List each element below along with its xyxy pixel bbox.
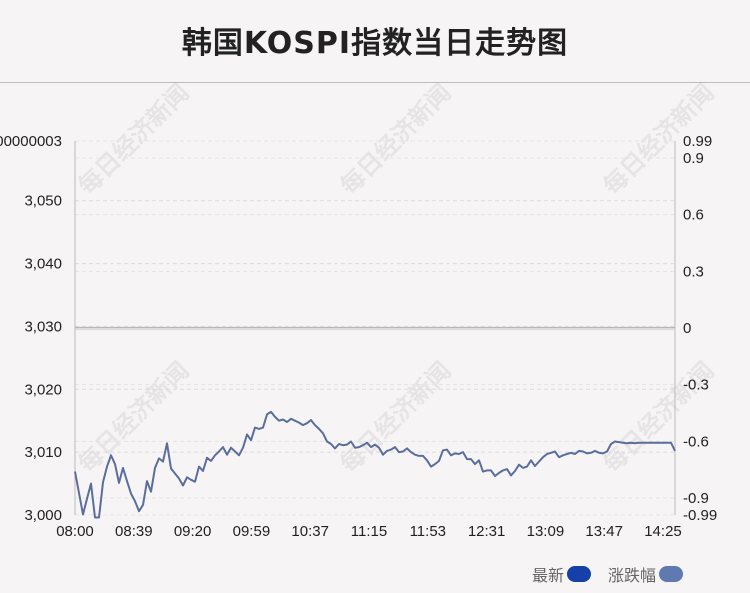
x-tick-label: 14:25 [644, 523, 682, 540]
header: 韩国KOSPI指数当日走势图 [0, 0, 750, 83]
y-right-tick-label: 0.6 [683, 207, 704, 224]
x-tick-label: 09:59 [233, 523, 271, 540]
y-right-tick-label: -0.99 [683, 507, 717, 524]
legend-swatch-latest [567, 566, 592, 582]
y-right-tick-label: 0 [683, 320, 691, 337]
x-tick-label: 08:00 [56, 523, 94, 540]
y-left-tick-label: 3,000 [24, 507, 62, 524]
legend-label-latest: 最新 [532, 566, 565, 585]
y-left-tick-label: 3,040 [24, 256, 62, 273]
y-right-tick-label: -0.3 [683, 377, 709, 394]
x-tick-label: 13:47 [585, 523, 623, 540]
y-right-tick-label: -0.6 [683, 433, 709, 450]
x-tick-label: 09:20 [174, 523, 212, 540]
y-left-tick-label: 3,020 [24, 381, 62, 398]
legend-label-change: 涨跌幅 [608, 566, 657, 585]
y-left-tick-label: 3,050 [24, 193, 62, 210]
legend-swatch-change [659, 566, 684, 582]
x-tick-label: 11:15 [351, 523, 387, 540]
y-left-tick-label: 3,010 [24, 444, 62, 461]
x-tick-label: 13:09 [527, 523, 565, 540]
x-tick-label: 10:37 [291, 523, 329, 540]
y-right-tick-label: 0.9 [683, 150, 704, 167]
legend-item-change[interactable]: 涨跌幅 [608, 564, 684, 585]
series-line [74, 410, 676, 519]
x-tick-label: 11:53 [410, 523, 446, 540]
y-right-tick-label: -0.9 [683, 490, 709, 507]
x-tick-label: 12:31 [468, 523, 506, 540]
x-tick-label: 08:39 [115, 523, 153, 540]
y-right-tick-label: 0.3 [683, 263, 704, 280]
chart-title: 韩国KOSPI指数当日走势图 [181, 26, 569, 61]
legend-item-latest[interactable]: 最新 [532, 564, 592, 585]
y-right-tick-label: 0.99 [683, 133, 712, 150]
y-left-tick-label: 3059.5000000003 [0, 133, 62, 150]
y-left-tick-label: 3,030 [24, 318, 62, 335]
